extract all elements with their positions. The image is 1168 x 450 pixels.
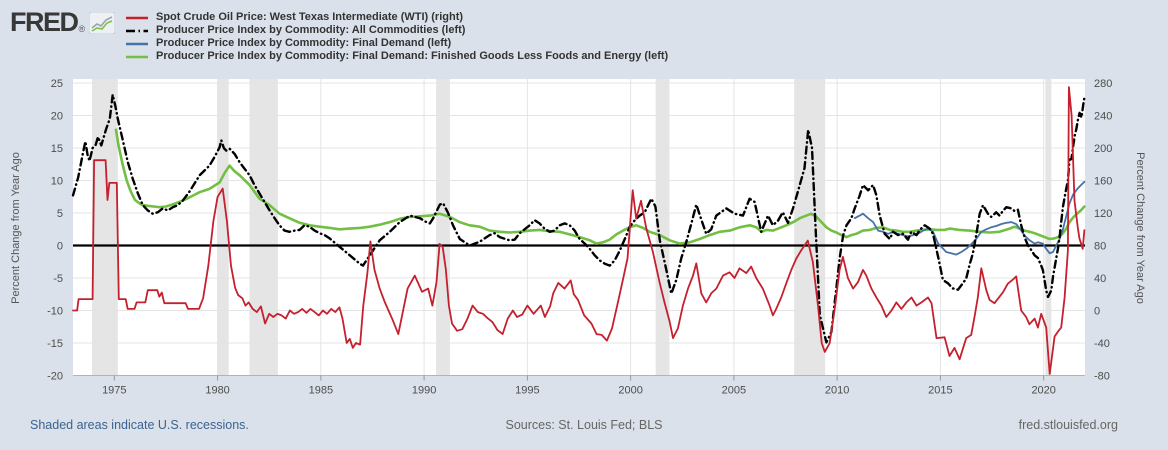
right-tick-label: 40 bbox=[1094, 273, 1106, 285]
left-tick-label: 25 bbox=[51, 78, 63, 90]
right-tick-label: 120 bbox=[1094, 208, 1112, 220]
legend-label: Producer Price Index by Commodity: Final… bbox=[156, 37, 452, 49]
left-tick-label: -5 bbox=[53, 273, 63, 285]
sources-text: Sources: St. Louis Fed; BLS bbox=[505, 418, 663, 432]
right-tick-label: -80 bbox=[1094, 371, 1110, 383]
right-tick-label: 80 bbox=[1094, 241, 1106, 253]
legend-line-swatch-black-dashdot bbox=[126, 29, 148, 32]
legend-item-ppi-all-commodities: Producer Price Index by Commodity: All C… bbox=[124, 24, 668, 37]
recession-band bbox=[1045, 79, 1052, 376]
right-tick-label: 280 bbox=[1094, 78, 1112, 90]
x-tick-label: 1985 bbox=[309, 385, 333, 397]
x-tick-label: 1995 bbox=[515, 385, 539, 397]
fred-logo[interactable]: FRED ® bbox=[10, 7, 116, 37]
plot-background[interactable] bbox=[73, 79, 1085, 376]
x-tick-label: 2005 bbox=[722, 385, 746, 397]
legend-label: Producer Price Index by Commodity: All C… bbox=[156, 24, 466, 36]
left-tick-label: 0 bbox=[57, 241, 63, 253]
left-tick-label: 10 bbox=[51, 176, 63, 188]
chart-legend: Spot Crude Oil Price: West Texas Interme… bbox=[124, 11, 668, 63]
wti-line bbox=[72, 86, 1086, 375]
legend-item-ppi-final-demand: Producer Price Index by Commodity: Final… bbox=[124, 37, 668, 50]
x-tick-label: 2020 bbox=[1031, 385, 1055, 397]
recession-band bbox=[217, 79, 229, 376]
fred-site-link[interactable]: fred.stlouisfed.org bbox=[1018, 418, 1118, 432]
legend-label: Spot Crude Oil Price: West Texas Interme… bbox=[156, 11, 464, 23]
fred-logo-text: FRED bbox=[10, 7, 79, 37]
fred-sparkline-icon bbox=[89, 12, 116, 34]
recession-note-link[interactable]: Shaded areas indicate U.S. recessions. bbox=[30, 418, 249, 432]
right-axis-title: Percent Change from Year Ago bbox=[1134, 152, 1146, 304]
x-tick-label: 2015 bbox=[928, 385, 952, 397]
left-tick-label: 5 bbox=[57, 208, 63, 220]
recession-band bbox=[655, 79, 670, 376]
left-tick-label: 20 bbox=[51, 111, 63, 123]
x-tick-label: 1975 bbox=[102, 385, 126, 397]
x-tick-label: 1990 bbox=[412, 385, 436, 397]
left-axis-title: Percent Change from Year Ago bbox=[10, 152, 22, 304]
right-tick-label: 200 bbox=[1094, 143, 1112, 155]
recession-band bbox=[436, 79, 450, 376]
right-tick-label: 0 bbox=[1094, 306, 1100, 318]
x-tick-label: 2010 bbox=[825, 385, 849, 397]
x-tick-label: 1980 bbox=[205, 385, 229, 397]
registered-mark: ® bbox=[78, 24, 86, 34]
legend-label: Producer Price Index by Commodity: Final… bbox=[156, 50, 669, 62]
legend-line-swatch-green bbox=[126, 55, 148, 58]
left-tick-label: 15 bbox=[51, 143, 63, 155]
ppi-all-commodities-line bbox=[71, 93, 1086, 344]
recession-band bbox=[249, 79, 278, 376]
legend-item-wti: Spot Crude Oil Price: West Texas Interme… bbox=[124, 11, 668, 24]
left-tick-label: -20 bbox=[47, 371, 63, 383]
right-tick-label: 240 bbox=[1094, 111, 1112, 123]
right-tick-label: -40 bbox=[1094, 338, 1110, 350]
right-tick-label: 160 bbox=[1094, 176, 1112, 188]
x-tick-label: 2000 bbox=[618, 385, 642, 397]
left-tick-label: -10 bbox=[47, 306, 63, 318]
legend-line-swatch-blue bbox=[126, 42, 148, 45]
recession-band bbox=[92, 79, 118, 376]
left-tick-label: -15 bbox=[47, 338, 63, 350]
legend-line-swatch-red bbox=[126, 16, 148, 19]
legend-item-ppi-finished-goods-core: Producer Price Index by Commodity: Final… bbox=[124, 50, 668, 63]
